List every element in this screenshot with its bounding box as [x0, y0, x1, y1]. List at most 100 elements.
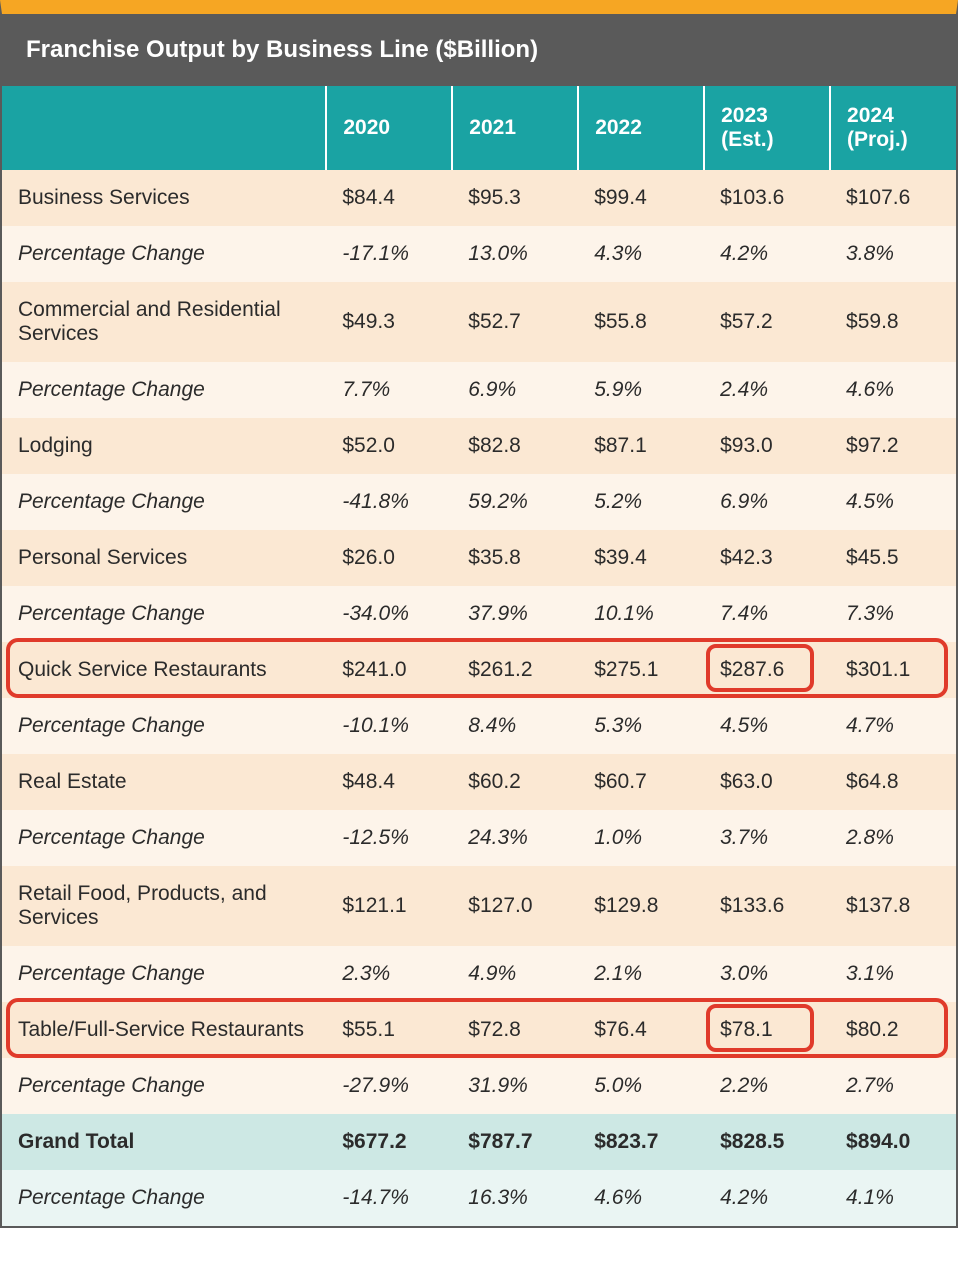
cell: 7.4%	[704, 586, 830, 642]
cell: 5.3%	[578, 698, 704, 754]
cell: $127.0	[452, 866, 578, 946]
cell: $64.8	[830, 754, 956, 810]
cell: $78.1	[704, 1002, 830, 1058]
table-frame: Franchise Output by Business Line ($Bill…	[0, 0, 958, 1228]
cell: 4.3%	[578, 226, 704, 282]
cell: 8.4%	[452, 698, 578, 754]
col-header-2021: 2021	[452, 86, 578, 170]
cell: $84.4	[326, 170, 452, 226]
table-row-pct: Percentage Change-17.1%13.0%4.3%4.2%3.8%	[2, 226, 956, 282]
cell: $59.8	[830, 282, 956, 362]
cell: $129.8	[578, 866, 704, 946]
table-row-pct: Percentage Change-10.1%8.4%5.3%4.5%4.7%	[2, 698, 956, 754]
cell: $52.0	[326, 418, 452, 474]
cell: $894.0	[830, 1114, 956, 1170]
table-row-pct: Percentage Change-41.8%59.2%5.2%6.9%4.5%	[2, 474, 956, 530]
cell: $823.7	[578, 1114, 704, 1170]
cell: 3.1%	[830, 946, 956, 1002]
cell: $60.2	[452, 754, 578, 810]
row-label: Percentage Change	[2, 810, 326, 866]
row-label: Lodging	[2, 418, 326, 474]
cell: 4.2%	[704, 226, 830, 282]
franchise-output-table: 2020 2021 2022 2023 (Est.) 2024 (Proj.) …	[2, 86, 956, 1226]
col-header-label	[2, 86, 326, 170]
row-label: Percentage Change	[2, 586, 326, 642]
cell: 13.0%	[452, 226, 578, 282]
table-title: Franchise Output by Business Line ($Bill…	[2, 14, 956, 86]
cell: $76.4	[578, 1002, 704, 1058]
cell: $55.8	[578, 282, 704, 362]
col-header-2024: 2024 (Proj.)	[830, 86, 956, 170]
table-row-pct: Percentage Change-12.5%24.3%1.0%3.7%2.8%	[2, 810, 956, 866]
cell: 3.0%	[704, 946, 830, 1002]
table-row-pct: Percentage Change7.7%6.9%5.9%2.4%4.6%	[2, 362, 956, 418]
cell: -10.1%	[326, 698, 452, 754]
cell: $42.3	[704, 530, 830, 586]
row-label: Percentage Change	[2, 226, 326, 282]
row-label: Percentage Change	[2, 362, 326, 418]
row-label: Table/Full-Service Restaurants	[2, 1002, 326, 1058]
cell: 7.3%	[830, 586, 956, 642]
table-row: Quick Service Restaurants$241.0$261.2$27…	[2, 642, 956, 698]
cell: 3.7%	[704, 810, 830, 866]
table-row-pct: Percentage Change2.3%4.9%2.1%3.0%3.1%	[2, 946, 956, 1002]
col-header-2022: 2022	[578, 86, 704, 170]
table-wrapper: Franchise Output by Business Line ($Bill…	[0, 0, 958, 1228]
cell: 2.2%	[704, 1058, 830, 1114]
cell: 37.9%	[452, 586, 578, 642]
cell: 4.5%	[830, 474, 956, 530]
row-label: Percentage Change	[2, 1058, 326, 1114]
row-label: Percentage Change	[2, 1170, 326, 1226]
cell: 31.9%	[452, 1058, 578, 1114]
row-label: Quick Service Restaurants	[2, 642, 326, 698]
cell: $133.6	[704, 866, 830, 946]
col-header-2020: 2020	[326, 86, 452, 170]
cell: 24.3%	[452, 810, 578, 866]
grand-total-pct: Percentage Change-14.7%16.3%4.6%4.2%4.1%	[2, 1170, 956, 1226]
cell: $95.3	[452, 170, 578, 226]
cell: 10.1%	[578, 586, 704, 642]
cell: $48.4	[326, 754, 452, 810]
table-row-pct: Percentage Change-34.0%37.9%10.1%7.4%7.3…	[2, 586, 956, 642]
cell: $45.5	[830, 530, 956, 586]
row-label: Personal Services	[2, 530, 326, 586]
row-label: Percentage Change	[2, 698, 326, 754]
cell: -12.5%	[326, 810, 452, 866]
cell: $137.8	[830, 866, 956, 946]
table-row: Table/Full-Service Restaurants$55.1$72.8…	[2, 1002, 956, 1058]
cell: $275.1	[578, 642, 704, 698]
cell: $103.6	[704, 170, 830, 226]
cell: $99.4	[578, 170, 704, 226]
cell: 2.1%	[578, 946, 704, 1002]
cell: $26.0	[326, 530, 452, 586]
row-label: Commercial and Residential Services	[2, 282, 326, 362]
cell: $301.1	[830, 642, 956, 698]
cell: $93.0	[704, 418, 830, 474]
cell: $60.7	[578, 754, 704, 810]
table-header-row: 2020 2021 2022 2023 (Est.) 2024 (Proj.)	[2, 86, 956, 170]
cell: $49.3	[326, 282, 452, 362]
cell: $677.2	[326, 1114, 452, 1170]
table-row: Personal Services$26.0$35.8$39.4$42.3$45…	[2, 530, 956, 586]
cell: $39.4	[578, 530, 704, 586]
cell: $55.1	[326, 1002, 452, 1058]
cell: $35.8	[452, 530, 578, 586]
table-row: Business Services$84.4$95.3$99.4$103.6$1…	[2, 170, 956, 226]
cell: $82.8	[452, 418, 578, 474]
cell: 4.6%	[830, 362, 956, 418]
grand-total-row: Grand Total$677.2$787.7$823.7$828.5$894.…	[2, 1114, 956, 1170]
cell: $121.1	[326, 866, 452, 946]
cell: 2.8%	[830, 810, 956, 866]
cell: $87.1	[578, 418, 704, 474]
table-body: Business Services$84.4$95.3$99.4$103.6$1…	[2, 170, 956, 1226]
row-label: Real Estate	[2, 754, 326, 810]
cell: 6.9%	[452, 362, 578, 418]
row-label: Retail Food, Products, and Services	[2, 866, 326, 946]
table-row-pct: Percentage Change-27.9%31.9%5.0%2.2%2.7%	[2, 1058, 956, 1114]
cell: $63.0	[704, 754, 830, 810]
cell: -17.1%	[326, 226, 452, 282]
cell: 2.7%	[830, 1058, 956, 1114]
cell: -34.0%	[326, 586, 452, 642]
cell: 4.6%	[578, 1170, 704, 1226]
cell: 3.8%	[830, 226, 956, 282]
